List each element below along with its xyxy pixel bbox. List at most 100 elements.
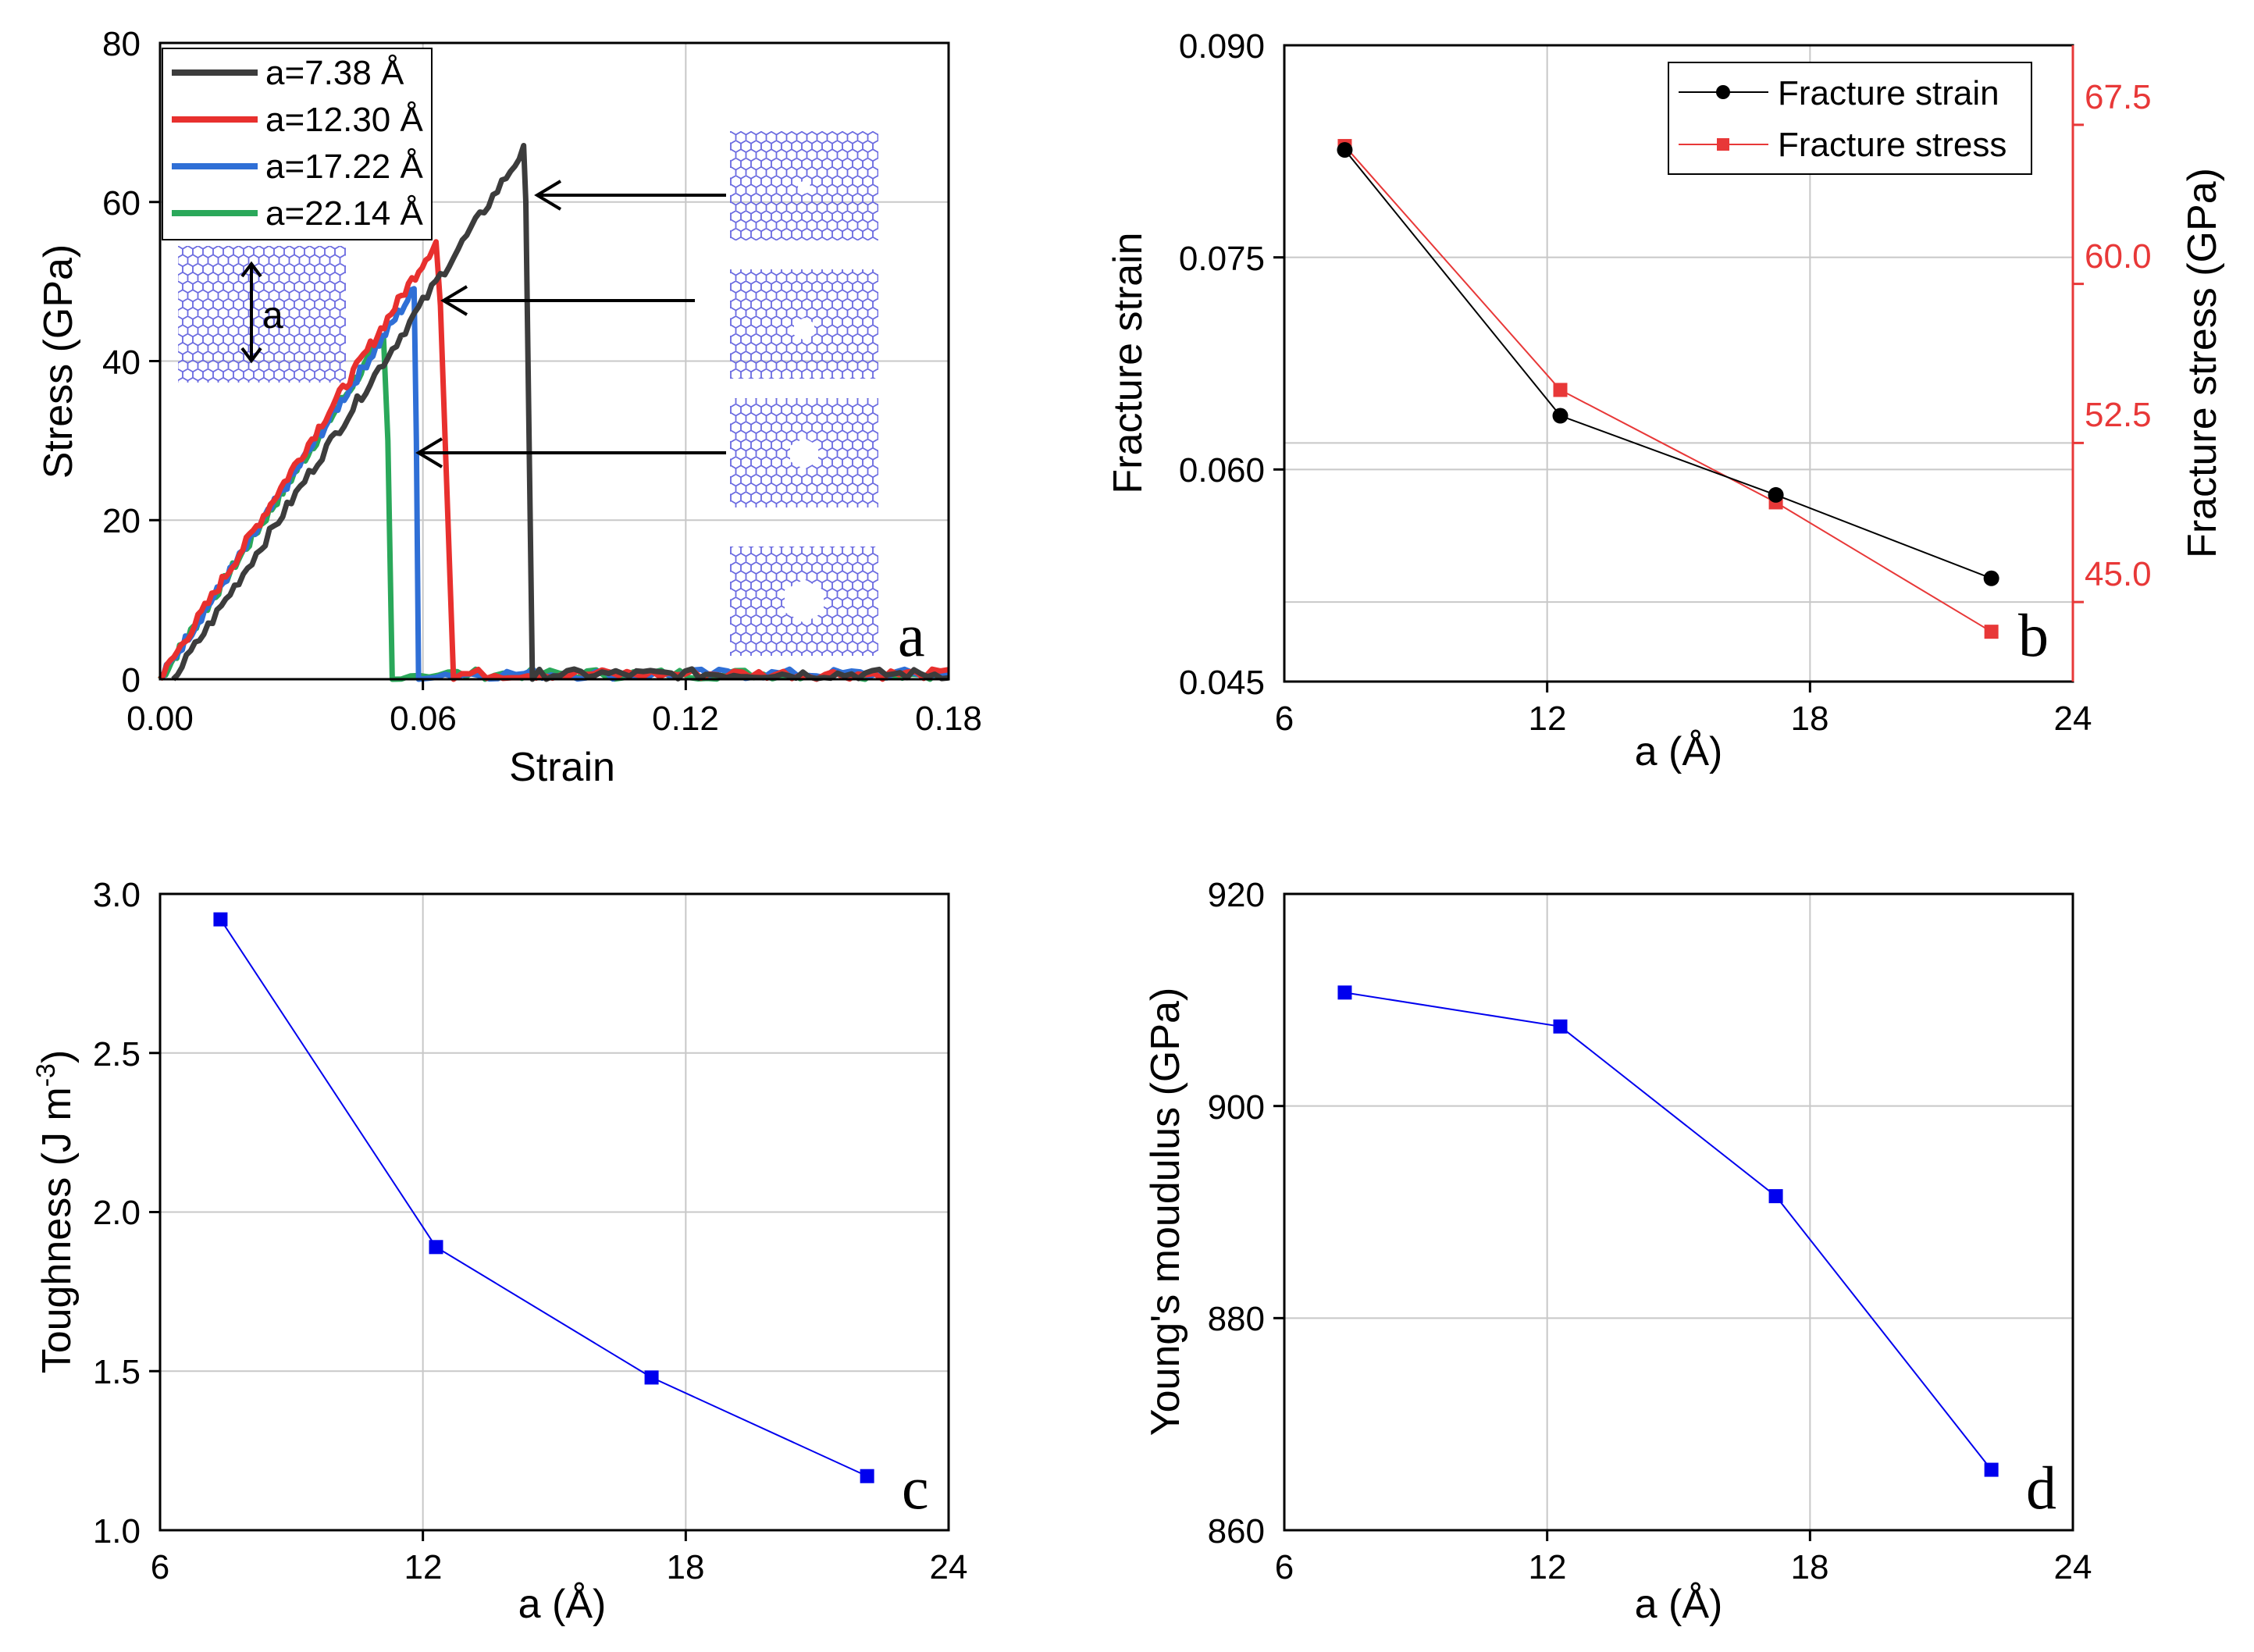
panel-a-xtick: 0.00 xyxy=(126,700,194,738)
panel-d-ylabel: Young's moudulus (GPa) xyxy=(1143,988,1188,1437)
panel-c-series xyxy=(213,912,874,1483)
panel-d-frame xyxy=(1283,892,2074,1532)
panel-b-xtick: 18 xyxy=(1791,700,1829,738)
fracture-strain-point xyxy=(1552,408,1569,424)
fracture-stress-line xyxy=(1344,145,1992,633)
panel-c-ytick: 1.5 xyxy=(93,1353,141,1391)
inset-arrowhead-bottom xyxy=(240,347,262,364)
panel-d-xtick: 18 xyxy=(1791,1548,1829,1586)
series-line xyxy=(1344,992,1992,1471)
panel-d-ytick: 900 xyxy=(1208,1088,1265,1127)
panel-c-xtick: 6 xyxy=(151,1548,169,1586)
panel-a-ticks xyxy=(149,201,687,690)
fracture-strain-point xyxy=(1983,570,1999,586)
panel-d-grid xyxy=(1284,894,2073,1530)
panel-b-ytick: 0.090 xyxy=(1179,27,1265,66)
panel-d-youngs-modulus: 6 12 18 24 860 880 900 920 a (Å) Young's… xyxy=(1143,876,2092,1627)
panel-c-ytick: 2.0 xyxy=(93,1194,141,1232)
data-point xyxy=(860,1469,874,1483)
panel-a-ytick: 80 xyxy=(102,25,141,63)
fracture-strain-point xyxy=(1337,142,1353,158)
panel-c-ylabel-main: Toughness (J m xyxy=(34,1087,80,1373)
panel-a-ytick: 60 xyxy=(102,184,141,223)
panel-a-xtick: 0.12 xyxy=(652,700,719,738)
legend-entry: a=17.22 Å xyxy=(265,148,423,186)
panel-c-ticks xyxy=(149,1052,687,1541)
hole-3 xyxy=(790,438,818,469)
legend-marker-strain xyxy=(1716,85,1730,99)
panel-a-curves xyxy=(157,143,950,682)
panel-c-xlabel: a (Å) xyxy=(518,1582,607,1627)
data-point xyxy=(1337,985,1352,1000)
panel-b-ticks xyxy=(1273,123,2084,692)
panel-c-ylabel-tail: ) xyxy=(34,1050,80,1063)
hole-1 xyxy=(798,181,810,194)
panel-d-series xyxy=(1337,985,1999,1477)
panel-a-ylabel: Stress (GPa) xyxy=(36,244,81,479)
panel-b-letter: b xyxy=(2018,601,2049,669)
panel-d-xtick: 6 xyxy=(1275,1548,1294,1586)
panel-c-xtick: 12 xyxy=(404,1548,443,1586)
panel-b-xtick: 24 xyxy=(2054,700,2092,738)
panel-d-ytick: 860 xyxy=(1208,1512,1265,1551)
panel-b-ytick-right: 67.5 xyxy=(2085,78,2152,116)
panel-c-letter: c xyxy=(902,1454,929,1522)
panel-b-ytick: 0.060 xyxy=(1179,451,1265,490)
panel-b-ytick-right: 45.0 xyxy=(2085,555,2152,593)
legend-entry: Fracture strain xyxy=(1778,74,1999,112)
series-line xyxy=(219,919,868,1477)
panel-c-xtick: 18 xyxy=(667,1548,705,1586)
panel-d-ytick: 920 xyxy=(1208,876,1265,914)
hole-4 xyxy=(785,579,824,623)
fracture-strain-point xyxy=(1768,486,1784,503)
panel-b-ytick: 0.075 xyxy=(1179,240,1265,278)
panel-d-letter: d xyxy=(2026,1454,2056,1522)
fracture-stress-point xyxy=(1553,383,1568,397)
panel-d-ytick: 880 xyxy=(1208,1300,1265,1338)
panel-a-legend-box xyxy=(162,48,433,240)
data-point xyxy=(644,1370,659,1385)
panel-b-ytick: 0.045 xyxy=(1179,664,1265,702)
panel-b-ytick-right: 52.5 xyxy=(2085,396,2152,434)
panel-c-xtick: 24 xyxy=(930,1548,968,1586)
lattice-inset xyxy=(178,246,346,383)
panel-c-grid xyxy=(160,894,949,1530)
panel-a-ytick: 0 xyxy=(122,661,141,700)
panel-b-series xyxy=(1337,139,1999,639)
panel-a-xtick: 0.06 xyxy=(390,700,457,738)
panel-a-letter: a xyxy=(898,601,925,669)
arrowhead-1 xyxy=(534,180,562,211)
panel-d-xtick: 12 xyxy=(1529,1548,1567,1586)
panel-a-xtick: 0.18 xyxy=(915,700,982,738)
data-point xyxy=(1553,1019,1568,1034)
panel-d-xtick: 24 xyxy=(2054,1548,2092,1586)
panel-c-toughness: 6 12 18 24 1.0 1.5 2.0 2.5 3.0 a (Å) Tou… xyxy=(31,876,967,1627)
data-point xyxy=(429,1240,443,1255)
data-point xyxy=(1984,1462,1999,1477)
data-point xyxy=(1768,1189,1783,1204)
legend-entry: a=22.14 Å xyxy=(265,194,423,233)
panel-d-ticks xyxy=(1273,1105,1811,1541)
panel-c-ylabel-sup: -3 xyxy=(31,1063,61,1087)
panel-b-fracture: 6 12 18 24 0.045 0.060 0.075 0.090 45.0 … xyxy=(1106,27,2225,774)
panel-b-ylabel-right: Fracture stress (GPa) xyxy=(2180,168,2225,558)
arrowhead-3 xyxy=(415,437,443,468)
panel-a-ytick: 20 xyxy=(102,502,141,540)
panel-b-xtick: 12 xyxy=(1529,700,1567,738)
panel-b-legend-box xyxy=(1668,62,2032,175)
panel-c-ylabel: Toughness (J m-3) xyxy=(31,1050,80,1374)
legend-entry: Fracture stress xyxy=(1778,126,2007,164)
panel-b-xtick: 6 xyxy=(1275,700,1294,738)
panel-c-ytick: 3.0 xyxy=(93,876,141,914)
panel-a-stress-strain: 0.00 0.06 0.12 0.18 0 20 40 60 80 Strain… xyxy=(36,25,982,790)
stress-strain-curve-1 xyxy=(171,143,949,682)
panel-b-xlabel: a (Å) xyxy=(1635,729,1723,774)
panel-a-ytick: 40 xyxy=(102,344,141,382)
legend-entry: a=7.38 Å xyxy=(265,54,404,92)
panel-d-xlabel: a (Å) xyxy=(1635,1582,1723,1627)
data-point xyxy=(213,912,228,927)
panel-b-ylabel: Fracture strain xyxy=(1106,232,1151,493)
hole-2 xyxy=(794,318,814,340)
legend-entry: a=12.30 Å xyxy=(265,101,423,139)
